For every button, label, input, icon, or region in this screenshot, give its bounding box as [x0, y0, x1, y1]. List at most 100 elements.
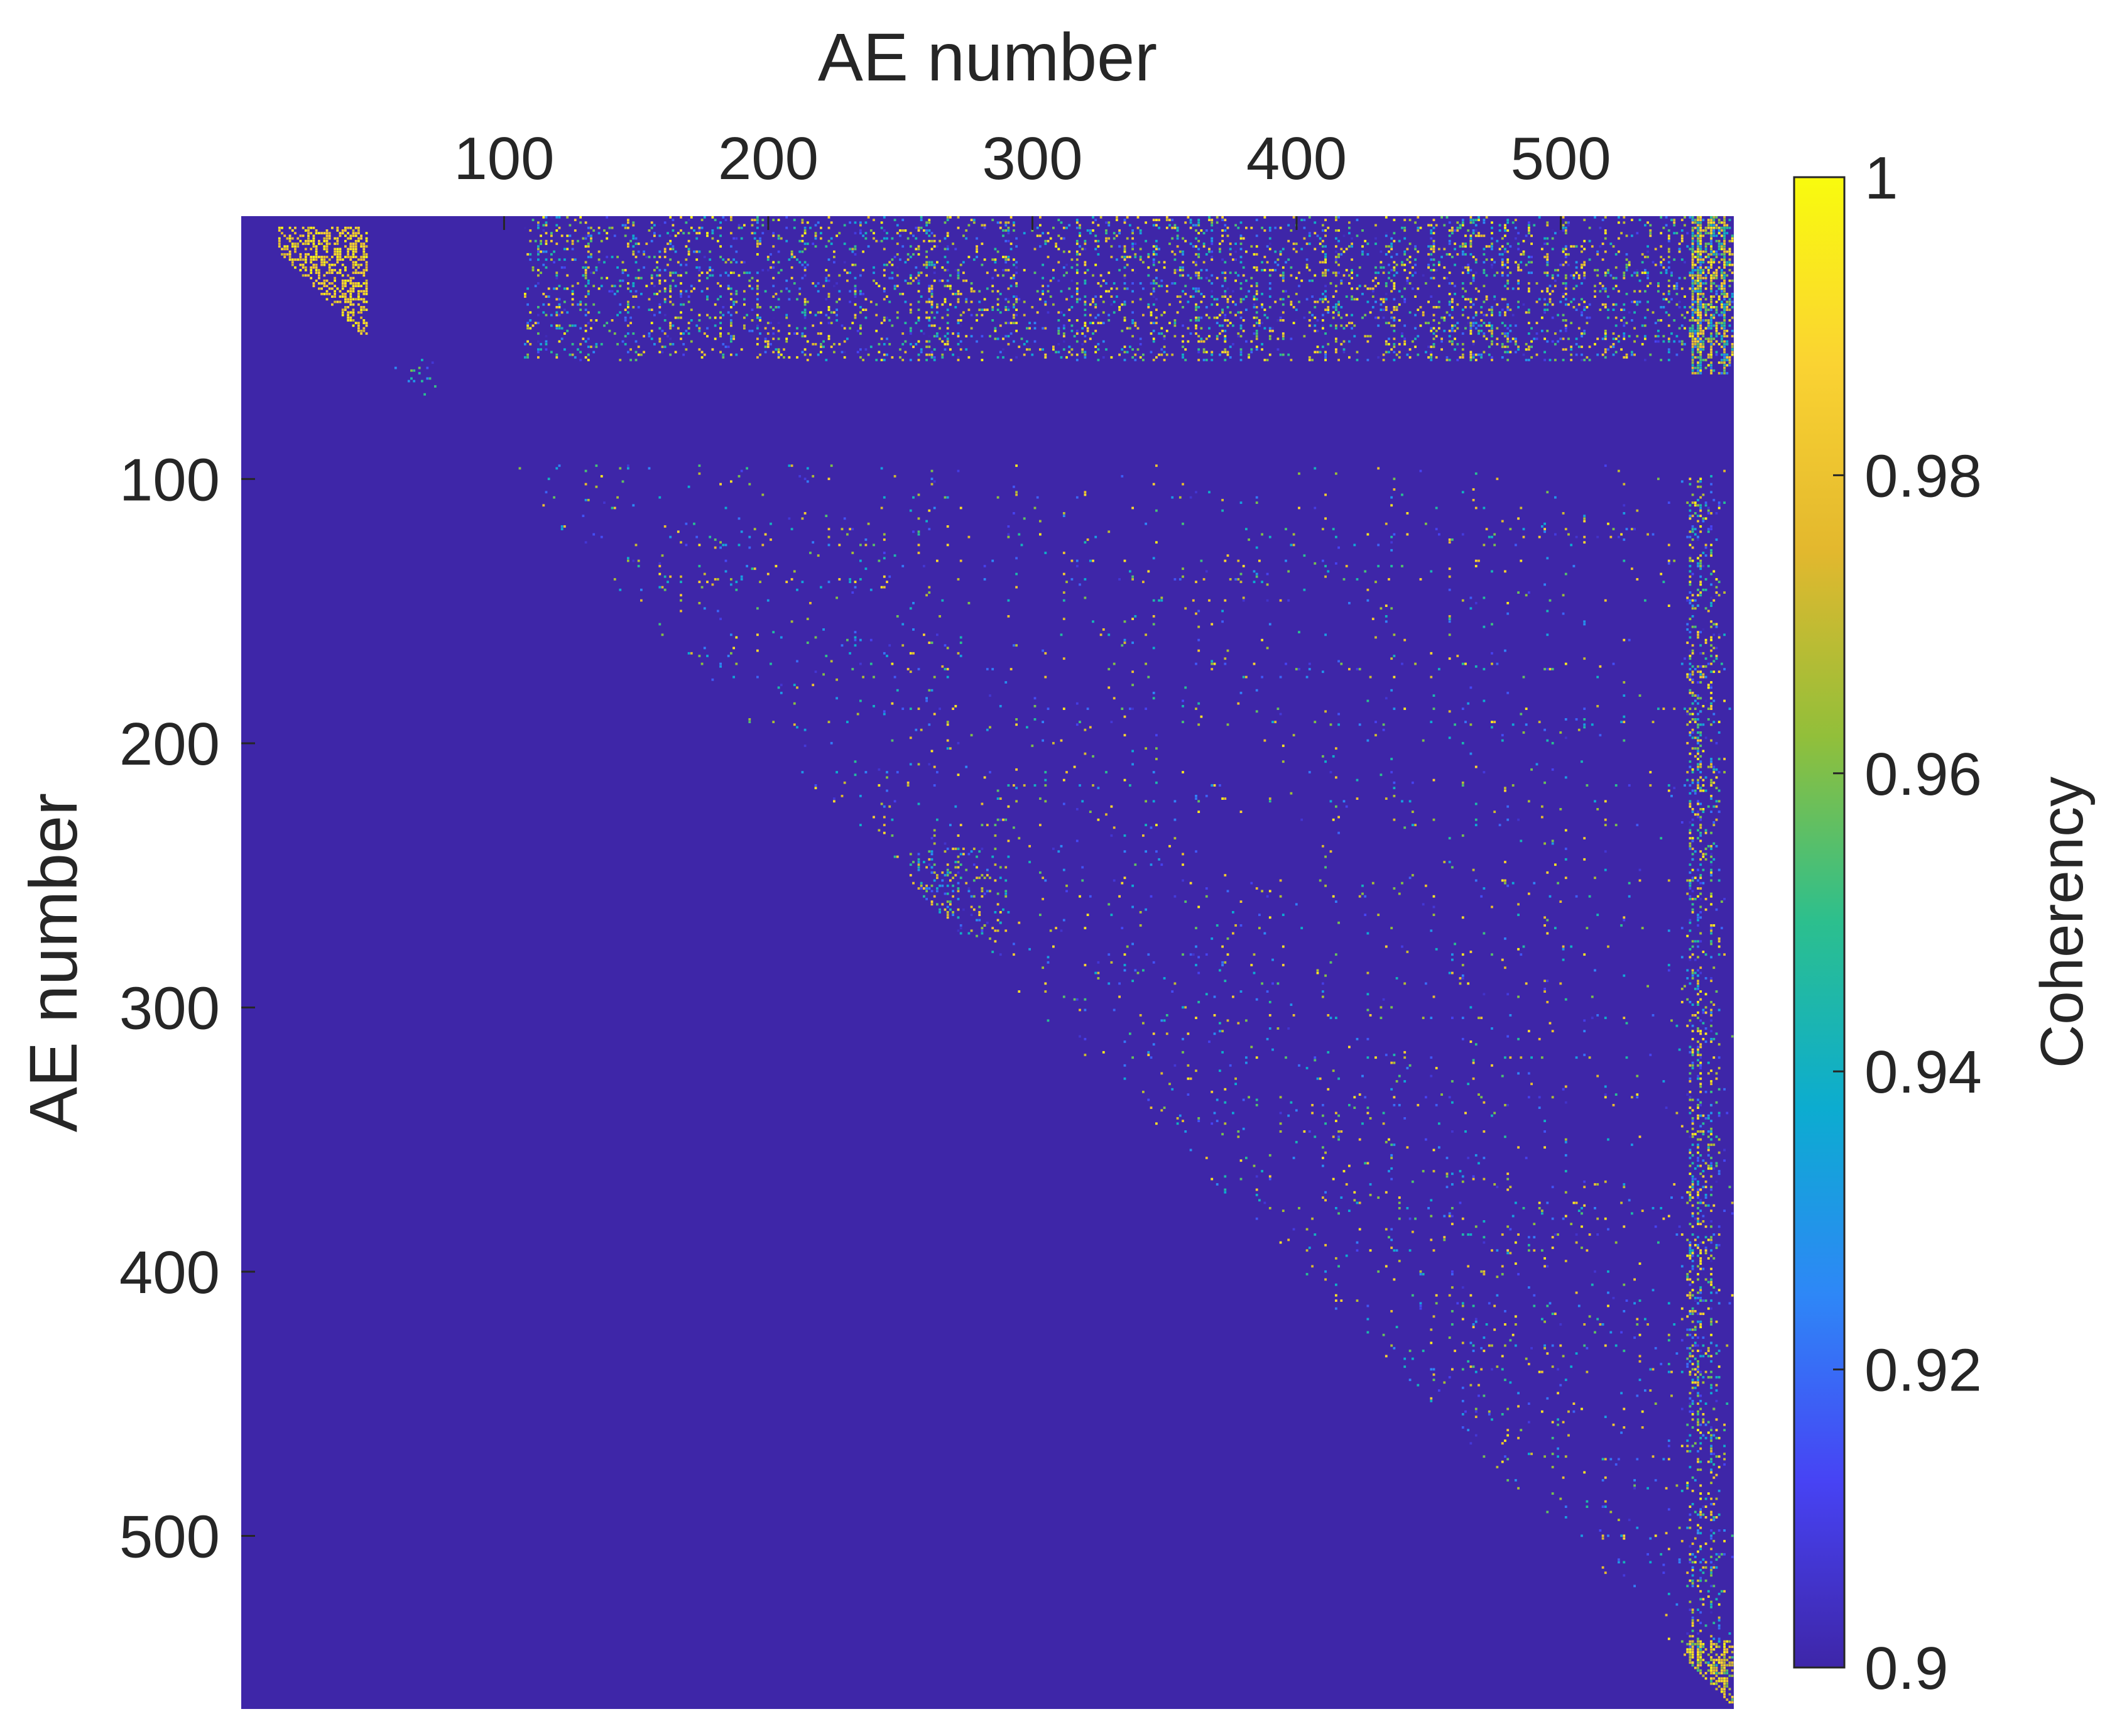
heatmap-cell [1491, 263, 1493, 266]
heatmap-cell [859, 290, 862, 293]
heatmap-cell [354, 248, 357, 251]
heatmap-cell [1065, 263, 1068, 266]
heatmap-cell [1591, 245, 1594, 248]
heatmap-cell [1704, 279, 1707, 282]
heatmap-cell [1173, 253, 1177, 256]
heatmap-cell [1528, 224, 1530, 227]
heatmap-cell [1348, 340, 1351, 343]
heatmap-cell [1675, 293, 1679, 295]
heatmap-cell [1723, 258, 1726, 261]
heatmap-cell [1342, 274, 1346, 277]
heatmap-cell [830, 237, 833, 240]
heatmap-cell [1691, 290, 1694, 293]
heatmap-cell [1427, 356, 1430, 359]
heatmap-cell [558, 303, 561, 306]
heatmap-cell [1448, 221, 1451, 224]
heatmap-cell [323, 256, 326, 258]
heatmap-cell [1464, 243, 1467, 245]
heatmap-cell [1515, 324, 1517, 327]
heatmap-cell [634, 340, 638, 343]
heatmap-cell [1131, 269, 1134, 271]
heatmap-cell [304, 266, 307, 269]
heatmap-cell [1123, 316, 1126, 319]
heatmap-cell [1717, 226, 1721, 229]
heatmap-cell [1699, 652, 1702, 655]
heatmap-cell [1184, 221, 1187, 224]
heatmap-cell [584, 266, 587, 269]
heatmap-cell [1007, 256, 1010, 258]
heatmap-cell [1517, 232, 1520, 234]
heatmap-cell [1425, 351, 1427, 354]
heatmap-cell [730, 298, 732, 301]
heatmap-cell [1184, 348, 1187, 351]
heatmap-cell [1324, 269, 1327, 271]
heatmap-cell [970, 327, 973, 330]
heatmap-cell [1567, 337, 1570, 341]
heatmap-cell [759, 353, 761, 356]
heatmap-cell [1049, 279, 1052, 282]
heatmap-cell [912, 253, 915, 256]
heatmap-cell [1403, 250, 1407, 253]
heatmap-cell [1694, 504, 1697, 507]
heatmap-cell [1454, 243, 1456, 245]
heatmap-cell [344, 269, 347, 271]
heatmap-cell [690, 319, 693, 322]
heatmap-cell [1721, 221, 1723, 224]
heatmap-cell [1697, 269, 1699, 271]
heatmap-cell [677, 316, 680, 319]
heatmap-cell [587, 290, 590, 293]
heatmap-cell [883, 269, 886, 271]
heatmap-cell [732, 293, 735, 295]
heatmap-cell [1697, 293, 1699, 295]
heatmap-cell [1152, 219, 1155, 221]
heatmap-cell [1680, 258, 1684, 261]
heatmap-cell [592, 322, 596, 324]
heatmap-cell [1646, 245, 1649, 248]
heatmap-cell [1216, 276, 1219, 280]
heatmap-cell [334, 293, 336, 295]
heatmap-cell [1704, 266, 1707, 269]
heatmap-cell [1517, 279, 1520, 282]
heatmap-cell [365, 237, 368, 240]
heatmap-cell [864, 348, 868, 351]
heatmap-cell [817, 353, 820, 356]
heatmap-cell [1511, 314, 1515, 317]
heatmap-cell [1216, 316, 1219, 319]
heatmap-cell [719, 221, 722, 224]
heatmap-cell [1459, 356, 1462, 359]
heatmap-cell [1068, 224, 1071, 227]
heatmap-cell [851, 248, 854, 251]
heatmap-cell [1380, 250, 1383, 253]
heatmap-cell [756, 327, 759, 330]
heatmap-cell [756, 239, 759, 243]
heatmap-cell [1351, 314, 1353, 317]
heatmap-cell [349, 226, 352, 229]
heatmap-cell [1388, 271, 1390, 275]
heatmap-cell [1699, 342, 1702, 346]
heatmap-cell [1324, 285, 1327, 288]
heatmap-cell [1374, 285, 1377, 288]
heatmap-cell [325, 232, 329, 234]
heatmap-cell [952, 243, 954, 245]
heatmap-cell [1697, 234, 1699, 237]
heatmap-cell [1715, 594, 1718, 597]
heatmap-cell [1438, 300, 1440, 303]
heatmap-cell [550, 258, 553, 261]
heatmap-cell [1002, 337, 1004, 341]
heatmap-cell [1142, 287, 1145, 290]
heatmap-cell [777, 322, 780, 324]
heatmap-cell [1721, 327, 1723, 330]
heatmap-cell [1211, 290, 1214, 293]
heatmap-cell [1501, 308, 1504, 311]
heatmap-cell [727, 346, 730, 348]
heatmap-cell [1694, 221, 1697, 224]
heatmap-cell [566, 329, 569, 332]
heatmap-cell [1062, 324, 1065, 327]
heatmap-cell [1715, 311, 1718, 314]
heatmap-cell [325, 271, 329, 275]
heatmap-cell [764, 340, 767, 343]
heatmap-cell [1564, 287, 1567, 290]
heatmap-cell [672, 342, 675, 346]
heatmap-cell [1432, 342, 1435, 346]
heatmap-cell [1657, 319, 1660, 322]
